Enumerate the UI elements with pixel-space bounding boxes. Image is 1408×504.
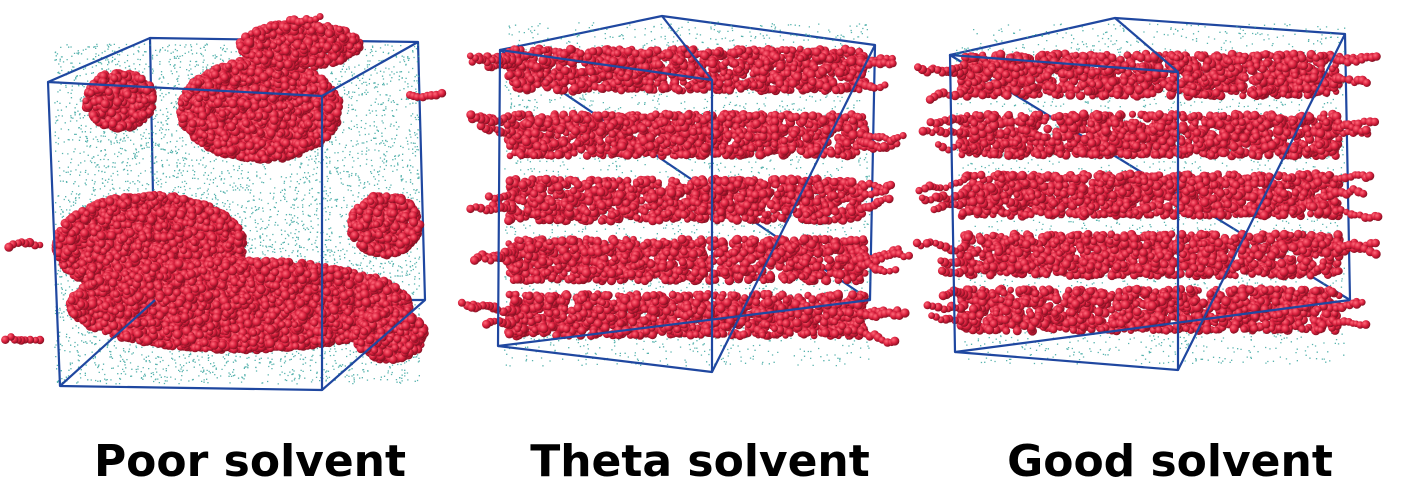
simulation-figure [0,0,1408,400]
good-solvent-caption: Good solvent [960,432,1380,492]
poor-solvent-caption: Poor solvent [40,432,460,492]
poor-solvent-box [1,13,446,390]
theta-solvent-box [458,16,913,372]
good-solvent-box [913,18,1383,370]
theta-solvent-caption: Theta solvent [480,432,920,492]
